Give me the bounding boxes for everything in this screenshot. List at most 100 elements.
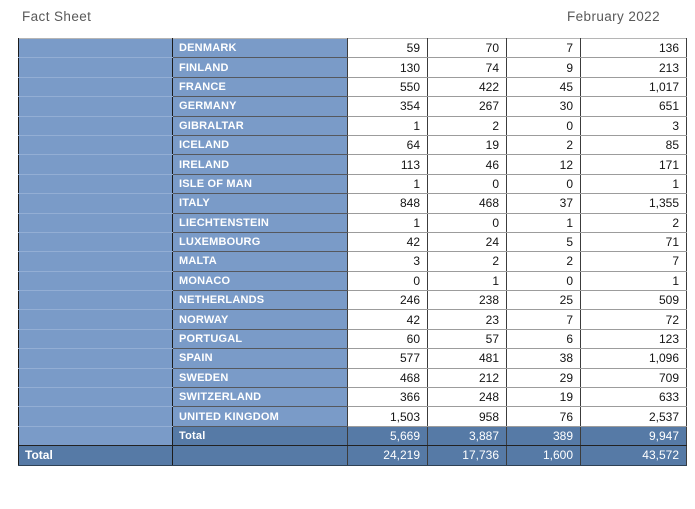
- value-cell: 509: [580, 290, 687, 311]
- country-name-cell: ISLE OF MAN: [172, 174, 348, 195]
- region-cell: [18, 387, 173, 408]
- value-cell: 19: [427, 135, 507, 156]
- region-cell: [18, 290, 173, 311]
- fact-sheet-table: DENMARK 59 70 7 136 FINLAND 130 74 9 213 FRANCE 550…: [18, 38, 687, 466]
- region-cell: [18, 251, 173, 272]
- value-cell: 37: [506, 193, 581, 214]
- value-cell: 29: [506, 368, 581, 389]
- country-row: FINLAND 130 74 9 213: [18, 57, 687, 78]
- value-cell: 848: [347, 193, 428, 214]
- value-cell: 0: [506, 271, 581, 292]
- grand-total-label: Total: [18, 445, 173, 466]
- country-name-cell: DENMARK: [172, 38, 348, 59]
- value-cell: 2: [427, 116, 507, 136]
- country-row: ISLE OF MAN 1 0 0 1: [18, 174, 687, 195]
- value-cell: 59: [347, 38, 428, 59]
- value-cell: 60: [347, 329, 428, 350]
- value-cell: 2: [580, 213, 687, 233]
- value-cell: 1: [580, 271, 687, 292]
- value-cell: 171: [580, 154, 687, 175]
- value-cell: 366: [347, 387, 428, 408]
- country-row: SWEDEN 468 212 29 709: [18, 368, 687, 389]
- value-cell: 1: [347, 174, 428, 195]
- value-cell: 85: [580, 135, 687, 156]
- country-name-cell: NETHERLANDS: [172, 290, 348, 311]
- country-name-cell: NORWAY: [172, 309, 348, 330]
- country-row: SPAIN 577 481 38 1,096: [18, 348, 687, 369]
- value-cell: 481: [427, 348, 507, 369]
- country-row: GIBRALTAR 1 2 0 3: [18, 116, 687, 136]
- country-name-cell: SPAIN: [172, 348, 348, 369]
- value-cell: 213: [580, 57, 687, 78]
- region-cell: [18, 271, 173, 292]
- country-row: ICELAND 64 19 2 85: [18, 135, 687, 156]
- value-cell: 136: [580, 38, 687, 59]
- value-cell: 709: [580, 368, 687, 389]
- value-cell: 72: [580, 309, 687, 330]
- value-cell: 123: [580, 329, 687, 350]
- value-cell: 71: [580, 232, 687, 253]
- country-row: PORTUGAL 60 57 6 123: [18, 329, 687, 350]
- value-cell: 1: [347, 213, 428, 233]
- value-cell: 1: [506, 213, 581, 233]
- country-row: NORWAY 42 23 7 72: [18, 309, 687, 330]
- country-name-cell: GIBRALTAR: [172, 116, 348, 136]
- value-cell: 1,017: [580, 77, 687, 98]
- value-cell: 1: [580, 174, 687, 195]
- grand-total-value-cell: 43,572: [580, 445, 687, 466]
- table-footer: Total 5,669 3,887 389 9,947 Total 24,219…: [18, 425, 687, 466]
- value-cell: 9: [506, 57, 581, 78]
- value-cell: 30: [506, 96, 581, 117]
- country-row: LIECHTENSTEIN 1 0 1 2: [18, 213, 687, 233]
- value-cell: 24: [427, 232, 507, 253]
- value-cell: 7: [506, 309, 581, 330]
- value-cell: 267: [427, 96, 507, 117]
- value-cell: 6: [506, 329, 581, 350]
- value-cell: 74: [427, 57, 507, 78]
- value-cell: 238: [427, 290, 507, 311]
- value-cell: 2: [427, 251, 507, 272]
- country-name-cell: ICELAND: [172, 135, 348, 156]
- country-name-cell: UNITED KINGDOM: [172, 406, 348, 427]
- value-cell: 23: [427, 309, 507, 330]
- value-cell: 2: [506, 251, 581, 272]
- page-title: Fact Sheet: [22, 9, 92, 24]
- country-name-cell: LUXEMBOURG: [172, 232, 348, 253]
- region-cell: [18, 193, 173, 214]
- value-cell: 7: [506, 38, 581, 59]
- value-cell: 25: [506, 290, 581, 311]
- value-cell: 42: [347, 309, 428, 330]
- value-cell: 76: [506, 406, 581, 427]
- value-cell: 577: [347, 348, 428, 369]
- value-cell: 3: [580, 116, 687, 136]
- value-cell: 0: [427, 213, 507, 233]
- country-name-cell: GERMANY: [172, 96, 348, 117]
- country-name-cell: MONACO: [172, 271, 348, 292]
- value-cell: 45: [506, 77, 581, 98]
- country-row: NETHERLANDS 246 238 25 509: [18, 290, 687, 311]
- grand-total-row: Total 24,219 17,736 1,600 43,572: [18, 445, 687, 466]
- region-cell: [18, 135, 173, 156]
- region-cell: [18, 174, 173, 195]
- region-cell: [18, 368, 173, 389]
- country-row: MONACO 0 1 0 1: [18, 271, 687, 292]
- region-cell: [18, 406, 173, 427]
- region-cell: [18, 213, 173, 233]
- value-cell: 12: [506, 154, 581, 175]
- region-cell: [18, 57, 173, 78]
- region-cell: [18, 348, 173, 369]
- table-body: DENMARK 59 70 7 136 FINLAND 130 74 9 213 FRANCE 550…: [18, 38, 687, 427]
- value-cell: 0: [506, 116, 581, 136]
- grand-total-value-cell: 24,219: [347, 445, 428, 466]
- country-name-cell: PORTUGAL: [172, 329, 348, 350]
- subtotal-value-cell: 3,887: [427, 425, 507, 447]
- subtotal-value-cell: 389: [506, 425, 581, 447]
- subtotal-value-cell: 9,947: [580, 425, 687, 447]
- grand-total-spacer-cell: [172, 445, 348, 466]
- value-cell: 354: [347, 96, 428, 117]
- region-cell: [18, 309, 173, 330]
- value-cell: 64: [347, 135, 428, 156]
- value-cell: 248: [427, 387, 507, 408]
- country-row: ITALY 848 468 37 1,355: [18, 193, 687, 214]
- country-name-cell: LIECHTENSTEIN: [172, 213, 348, 233]
